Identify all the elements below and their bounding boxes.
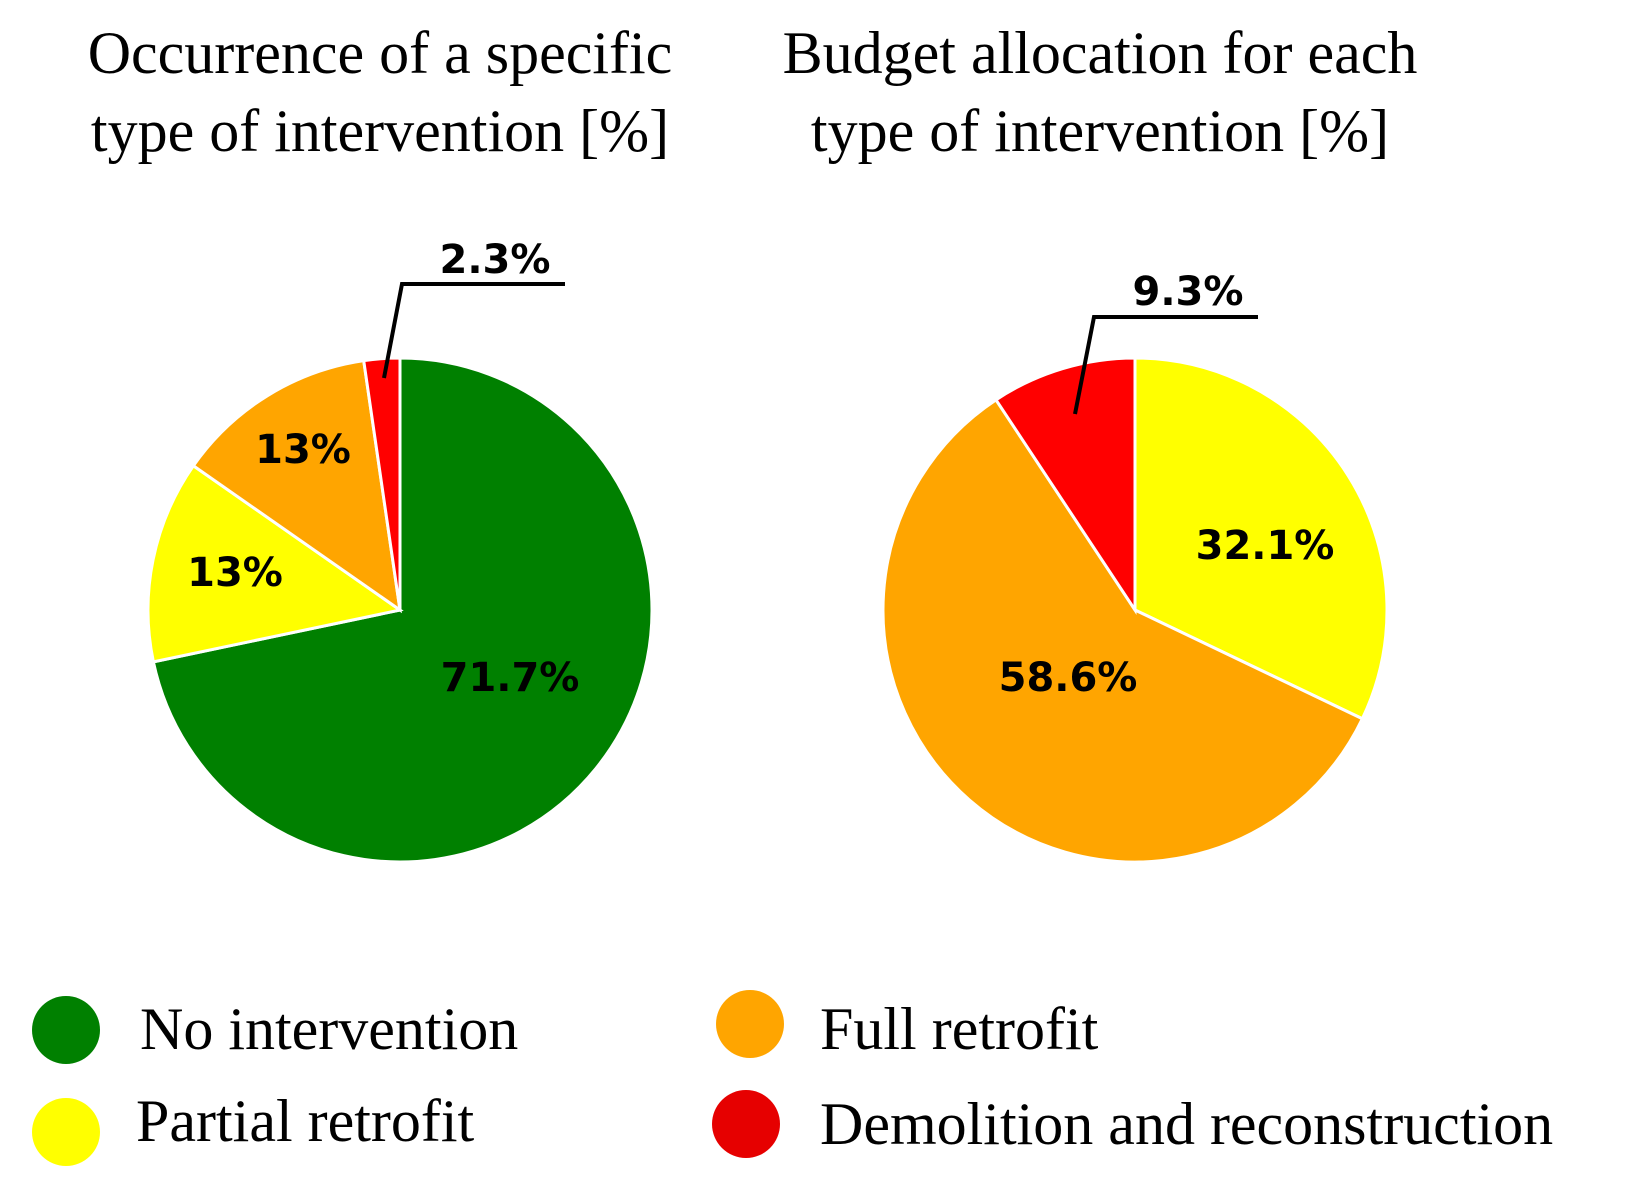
occurrence-slice-demolition-and-reconstruction <box>362 356 402 611</box>
left-chart-title-line-1: Occurrence of a specific <box>87 20 673 86</box>
occurrence-value-label-full-retrofit: 13% <box>255 427 351 473</box>
legend-label-full-retrofit: Full retrofit <box>820 996 1099 1062</box>
occurrence-pie-chart: 71.7% 13% 13% 2.3% <box>146 237 654 864</box>
legend-swatch-no-intervention <box>32 996 100 1064</box>
occurrence-value-label-no-intervention: 71.7% <box>441 655 580 701</box>
occurrence-value-label-demolition-and-reconstruction: 2.3% <box>440 237 551 283</box>
occurrence-value-label-partial-retrofit: 13% <box>187 550 283 596</box>
occurrence-callout-line-demolition-and-reconstruction <box>382 282 565 379</box>
occurrence-slice-partial-retrofit <box>146 463 404 664</box>
right-chart-title: Budget allocation for each type of inter… <box>740 14 1460 170</box>
legend-swatch-demolition-and-reconstruction <box>712 1090 780 1158</box>
right-chart-title-line-1: Budget allocation for each <box>782 20 1418 86</box>
legend-swatch-full-retrofit <box>716 990 784 1058</box>
budget-pie-chart: 32.1% 58.6% 9.3% <box>881 269 1389 864</box>
left-chart-title-line-2: type of intervention [%] <box>90 98 670 164</box>
right-chart-title-line-2: type of intervention [%] <box>810 98 1390 164</box>
budget-slice-full-retrofit <box>881 397 1365 864</box>
legend-label-no-intervention: No intervention <box>140 996 519 1062</box>
budget-value-label-demolition-and-reconstruction: 9.3% <box>1133 269 1244 315</box>
budget-value-label-partial-retrofit: 32.1% <box>1196 523 1335 569</box>
occurrence-slice-full-retrofit <box>191 358 402 614</box>
occurrence-slice-no-intervention <box>151 356 654 864</box>
legend-swatch-partial-retrofit <box>32 1098 100 1166</box>
left-chart-title: Occurrence of a specific type of interve… <box>20 14 740 170</box>
budget-slice-partial-retrofit <box>1133 356 1389 721</box>
legend-label-demolition-and-reconstruction: Demolition and reconstruction <box>820 1091 1554 1157</box>
budget-callout-line-demolition-and-reconstruction <box>1073 315 1258 415</box>
budget-slice-demolition-and-reconstruction <box>993 356 1137 615</box>
legend-label-partial-retrofit: Partial retrofit <box>136 1088 475 1154</box>
budget-value-label-full-retrofit: 58.6% <box>999 655 1138 701</box>
